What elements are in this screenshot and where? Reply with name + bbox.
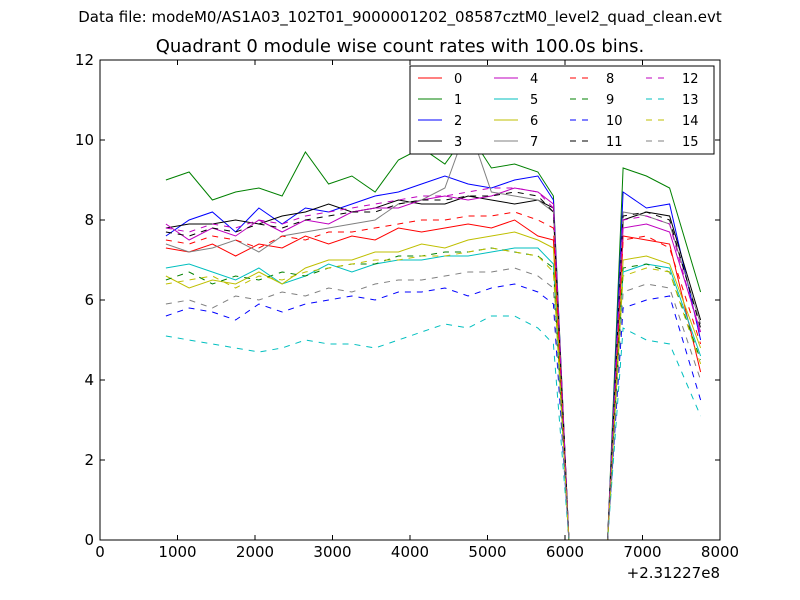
series-line-13	[165, 315, 702, 541]
x-tick-label: 8000	[701, 543, 739, 561]
legend-label-14: 14	[682, 114, 699, 129]
supertitle: Data file: modeM0/AS1A03_102T01_90000012…	[78, 8, 722, 26]
y-tick-label: 2	[84, 451, 94, 469]
legend-label-13: 13	[682, 93, 699, 108]
axis-layer: 0 1000 2000 3000 4000 5000 6000 7000 80000246810…	[75, 51, 739, 561]
x-tick-label: 0	[95, 543, 105, 561]
legend-label-7: 7	[530, 135, 538, 150]
x-offset-label: +2.31227e8	[627, 564, 720, 582]
legend-label-3: 3	[454, 135, 462, 150]
series-line-1	[165, 131, 702, 541]
series-line-14	[165, 247, 702, 541]
y-tick-label: 4	[84, 371, 94, 389]
legend-label-4: 4	[530, 72, 538, 87]
legend-label-10: 10	[606, 114, 623, 129]
chart-title: Quadrant 0 module wise count rates with …	[155, 36, 645, 57]
x-tick-label: 5000	[468, 543, 506, 561]
legend-label-11: 11	[606, 135, 623, 150]
y-tick-label: 0	[84, 531, 94, 549]
y-tick-label: 10	[75, 131, 94, 149]
legend-label-12: 12	[682, 72, 699, 87]
legend-label-8: 8	[606, 72, 614, 87]
x-tick-label: 4000	[391, 543, 429, 561]
series-line-15	[165, 267, 702, 541]
x-tick-label: 6000	[546, 543, 584, 561]
series-layer	[165, 122, 702, 541]
y-tick-label: 8	[84, 211, 94, 229]
y-tick-label: 6	[84, 291, 94, 309]
x-tick-label: 3000	[313, 543, 351, 561]
legend-label-1: 1	[454, 93, 462, 108]
x-tick-label: 7000	[623, 543, 661, 561]
y-tick-label: 12	[75, 51, 94, 69]
x-tick-label: 2000	[236, 543, 274, 561]
legend-label-9: 9	[606, 93, 614, 108]
series-line-8	[165, 211, 702, 541]
legend-label-15: 15	[682, 135, 699, 150]
legend-label-0: 0	[454, 72, 462, 87]
legend-label-5: 5	[530, 93, 538, 108]
x-tick-label: 1000	[158, 543, 196, 561]
legend-label-6: 6	[530, 114, 538, 129]
legend-label-2: 2	[454, 114, 462, 129]
legend-frame	[409, 65, 715, 155]
